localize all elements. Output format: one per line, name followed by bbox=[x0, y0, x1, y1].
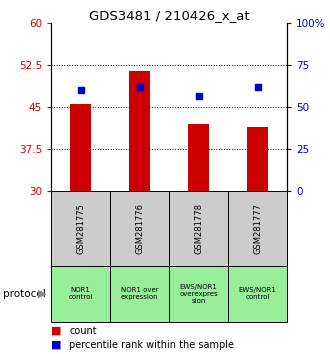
Text: GSM281775: GSM281775 bbox=[76, 203, 85, 254]
Title: GDS3481 / 210426_x_at: GDS3481 / 210426_x_at bbox=[89, 9, 249, 22]
Text: percentile rank within the sample: percentile rank within the sample bbox=[69, 340, 234, 350]
Bar bbox=[110, 191, 169, 266]
Point bbox=[78, 87, 83, 93]
Bar bbox=[228, 191, 287, 266]
Bar bbox=[51, 266, 110, 322]
Point bbox=[196, 93, 201, 99]
Text: ▶: ▶ bbox=[38, 289, 47, 299]
Text: NOR1
control: NOR1 control bbox=[68, 287, 93, 300]
Bar bbox=[169, 191, 228, 266]
Bar bbox=[247, 127, 268, 191]
Text: ■: ■ bbox=[51, 326, 62, 336]
Text: protocol: protocol bbox=[3, 289, 46, 299]
Bar bbox=[169, 266, 228, 322]
Text: GSM281776: GSM281776 bbox=[135, 203, 144, 254]
Text: GSM281777: GSM281777 bbox=[253, 203, 262, 254]
Text: NOR1 over
expression: NOR1 over expression bbox=[121, 287, 158, 300]
Bar bbox=[188, 124, 209, 191]
Bar bbox=[110, 266, 169, 322]
Point bbox=[255, 85, 260, 90]
Bar bbox=[51, 191, 110, 266]
Text: ■: ■ bbox=[51, 340, 62, 350]
Text: EWS/NOR1
control: EWS/NOR1 control bbox=[239, 287, 277, 300]
Bar bbox=[228, 266, 287, 322]
Text: GSM281778: GSM281778 bbox=[194, 203, 203, 254]
Point bbox=[137, 85, 142, 90]
Bar bbox=[129, 71, 150, 191]
Text: EWS/NOR1
overexpres
sion: EWS/NOR1 overexpres sion bbox=[179, 284, 218, 304]
Bar bbox=[70, 104, 91, 191]
Text: count: count bbox=[69, 326, 97, 336]
